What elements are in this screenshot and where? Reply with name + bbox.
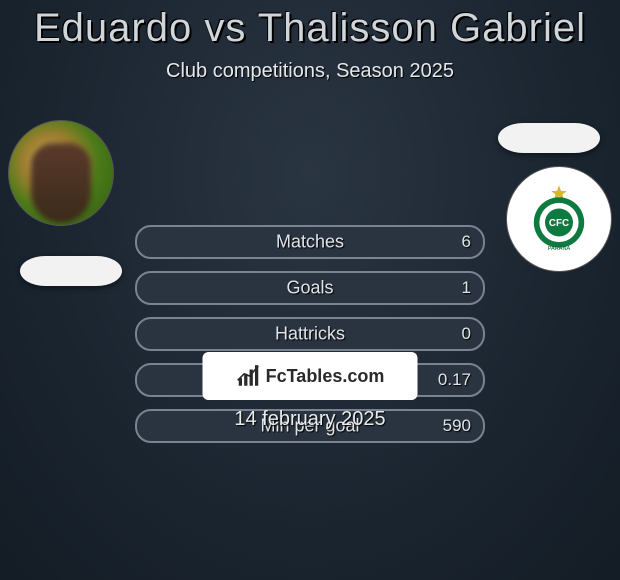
stat-row: Matches 6	[135, 225, 485, 259]
club-logo-icon: CFC PARANÁ	[524, 184, 594, 254]
stat-label: Matches	[276, 232, 344, 253]
stat-label: Goals	[286, 278, 333, 299]
brand-badge[interactable]: FcTables.com	[203, 352, 418, 400]
comparison-card: Eduardo vs Thalisson Gabriel Club compet…	[0, 0, 620, 580]
svg-text:PARANÁ: PARANÁ	[548, 245, 571, 252]
player-right-flag	[498, 123, 600, 153]
title: Eduardo vs Thalisson Gabriel	[0, 6, 620, 51]
chart-icon	[236, 363, 262, 389]
stat-value-right: 0.17	[438, 370, 471, 390]
stat-value-right: 0	[462, 324, 471, 344]
stat-row: Hattricks 0	[135, 317, 485, 351]
player-left-avatar	[8, 120, 114, 226]
stat-label: Hattricks	[275, 324, 345, 345]
brand-text: FcTables.com	[266, 366, 385, 387]
avatar-silhouette	[31, 143, 91, 223]
svg-text:CFC: CFC	[549, 218, 569, 229]
date: 14 february 2025	[0, 408, 620, 431]
subtitle: Club competitions, Season 2025	[0, 60, 620, 83]
stat-row: Goals 1	[135, 271, 485, 305]
stat-value-right: 6	[462, 232, 471, 252]
player-right-club-badge: CFC PARANÁ	[506, 166, 612, 272]
stat-value-right: 1	[462, 278, 471, 298]
player-left-flag	[20, 256, 122, 286]
